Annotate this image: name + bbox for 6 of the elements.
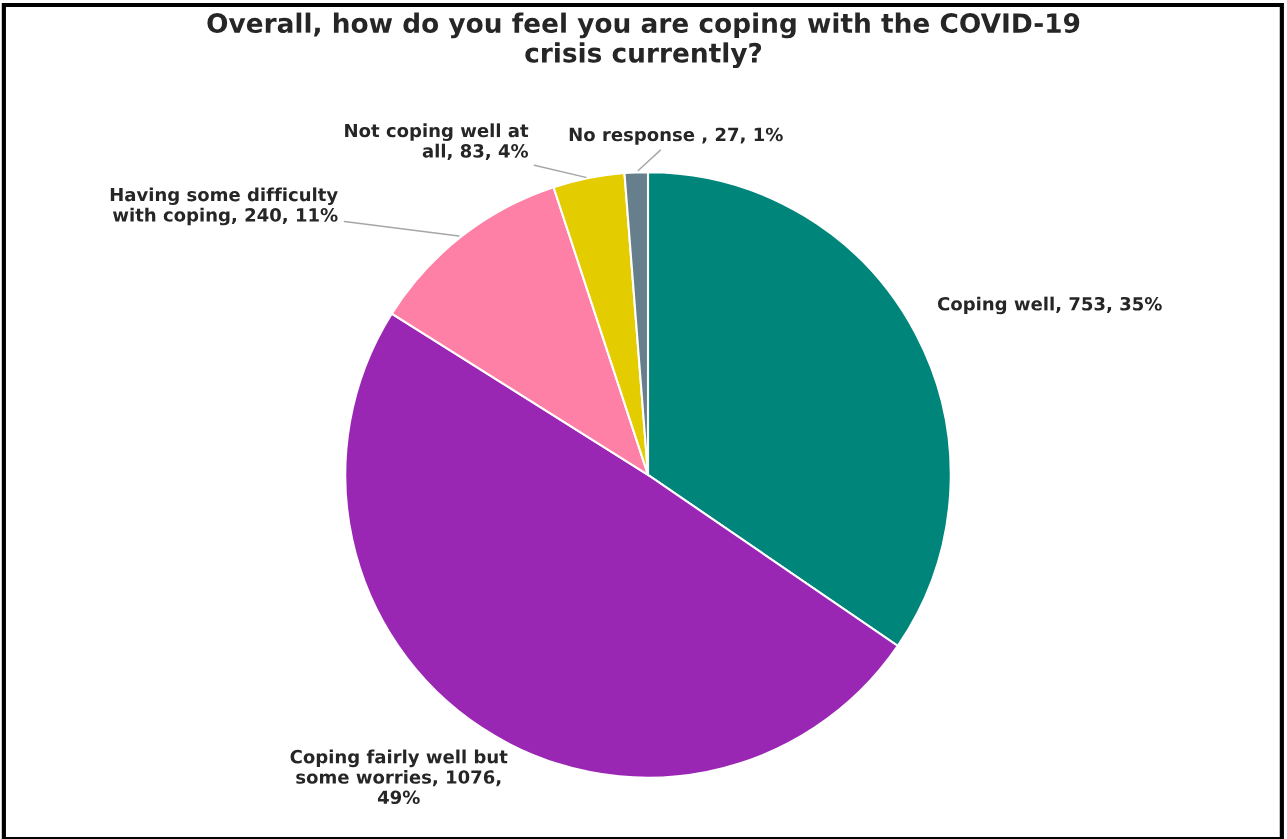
chart-title: Overall, how do you feel you are coping with the COVID-19 crisis currently? (207, 12, 1080, 69)
slice-label: Not coping well at all, 83, 4% (345, 123, 529, 160)
slice-label: Coping fairly well but some worries, 1076, 49% (290, 749, 508, 805)
slice-label: No response , 27, 1% (569, 127, 783, 145)
slice-label: Coping well, 753, 35% (937, 296, 1162, 315)
slice-label: Having some difficulty with coping, 240, 11% (110, 187, 338, 226)
